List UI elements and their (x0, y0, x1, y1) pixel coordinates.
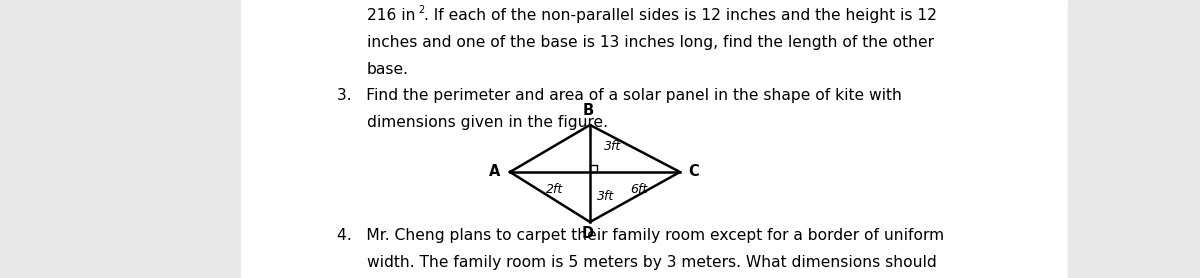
Text: dimensions given in the figure.: dimensions given in the figure. (367, 115, 608, 130)
Text: . If each of the non-parallel sides is 12 inches and the height is 12: . If each of the non-parallel sides is 1… (424, 8, 937, 23)
Text: C: C (688, 165, 698, 180)
Text: B: B (582, 103, 594, 118)
Text: D: D (582, 226, 594, 241)
Bar (0, 0, 240, 278)
Text: 3ft: 3ft (604, 140, 622, 153)
Text: inches and one of the base is 13 inches long, find the length of the other: inches and one of the base is 13 inches … (367, 35, 934, 50)
Text: 216 in: 216 in (367, 8, 415, 23)
Text: 4.   Mr. Cheng plans to carpet their family room except for a border of uniform: 4. Mr. Cheng plans to carpet their famil… (337, 228, 944, 243)
Text: 6ft: 6ft (630, 183, 647, 196)
Text: 2ft: 2ft (546, 183, 563, 196)
Text: 3.   Find the perimeter and area of a solar panel in the shape of kite with: 3. Find the perimeter and area of a sola… (337, 88, 902, 103)
Text: A: A (488, 165, 500, 180)
Text: 3ft: 3ft (598, 190, 614, 203)
Text: 2: 2 (418, 5, 425, 15)
Text: width. The family room is 5 meters by 3 meters. What dimensions should: width. The family room is 5 meters by 3 … (367, 255, 937, 270)
Bar (1068, 0, 1200, 278)
Text: base.: base. (367, 62, 409, 77)
